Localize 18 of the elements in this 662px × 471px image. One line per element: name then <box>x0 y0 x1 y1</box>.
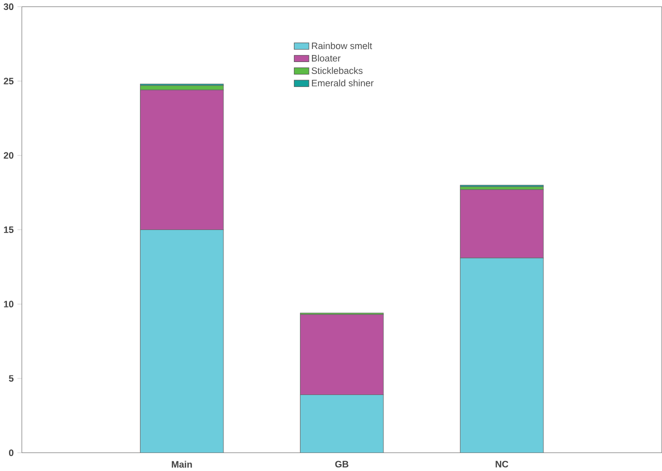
x-tick-label: Main <box>172 460 192 468</box>
y-tick-label: 15 <box>4 226 14 233</box>
legend-label: Rainbow smelt <box>312 42 372 50</box>
legend-label: Bloater <box>312 54 341 62</box>
y-tick-label: 5 <box>8 375 14 382</box>
bar <box>300 394 384 453</box>
y-tick-label: 30 <box>4 3 14 10</box>
y-tick-label: 20 <box>4 152 14 159</box>
y-tick-label: 10 <box>4 300 14 308</box>
legend-label: Sticklebacks <box>312 67 363 74</box>
bar <box>140 229 224 453</box>
y-tick-label: 0 <box>8 449 14 456</box>
x-tick-label: NC <box>496 460 508 468</box>
y-tick-label: 25 <box>4 78 14 84</box>
x-tick-label: GB <box>335 460 348 468</box>
bar <box>300 314 384 396</box>
legend-label: Emerald shiner <box>312 80 374 86</box>
bar <box>460 258 544 453</box>
